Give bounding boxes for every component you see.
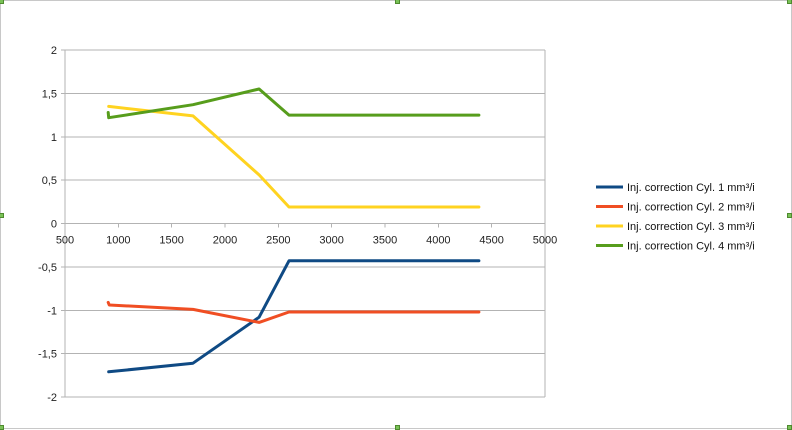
legend-item-cyl-2: Inj. correction Cyl. 2 mm³/i — [596, 202, 755, 214]
y-tick-label: -1,5 — [38, 349, 57, 361]
x-tick-label: 2500 — [266, 235, 290, 247]
y-tick-label: 2 — [51, 45, 57, 57]
y-tick-label: 0,5 — [42, 175, 57, 187]
y-tick-label: 1,5 — [42, 88, 57, 100]
resize-handle-top-center[interactable] — [395, 0, 400, 4]
y-tick-label: 0 — [51, 219, 57, 231]
legend-item-cyl-4: Inj. correction Cyl. 4 mm³/i — [596, 241, 755, 253]
x-tick-label: 1000 — [106, 235, 130, 247]
plot-area: 2 1,5 1 0,5 0 -0,5 -1 -1,5 -2 500 1000 1500 2000 2500… — [38, 45, 557, 404]
y-tick-label: -1 — [47, 305, 57, 317]
series-line-cyl-3 — [107, 104, 481, 209]
x-tick-label: 500 — [56, 235, 74, 247]
x-tick-label: 4500 — [479, 235, 503, 247]
legend-label: Inj. correction Cyl. 1 mm³/i — [627, 182, 755, 194]
y-tick-label: -0,5 — [38, 262, 57, 274]
series-line-cyl-4 — [106, 87, 481, 120]
legend-item-cyl-3: Inj. correction Cyl. 3 mm³/i — [596, 221, 755, 233]
x-tick-label: 3500 — [373, 235, 397, 247]
legend: Inj. correction Cyl. 1 mm³/i Inj. correct… — [596, 182, 755, 253]
x-tick-label: 2000 — [213, 235, 237, 247]
resize-handle-middle-left[interactable] — [0, 213, 4, 218]
x-tick-label: 3000 — [319, 235, 343, 247]
legend-label: Inj. correction Cyl. 3 mm³/i — [627, 221, 755, 233]
x-tick-label: 4000 — [426, 235, 450, 247]
series-line-cyl-1 — [107, 259, 481, 374]
y-tick-label: -2 — [47, 392, 57, 404]
legend-item-cyl-1: Inj. correction Cyl. 1 mm³/i — [596, 182, 755, 194]
series-line-cyl-2 — [106, 300, 481, 324]
legend-label: Inj. correction Cyl. 2 mm³/i — [627, 202, 755, 214]
x-tick-label: 5000 — [533, 235, 557, 247]
y-tick-label: 1 — [51, 132, 57, 144]
legend-label: Inj. correction Cyl. 4 mm³/i — [627, 241, 755, 253]
x-tick-label: 1500 — [159, 235, 183, 247]
resize-handle-top-left[interactable] — [0, 0, 4, 4]
